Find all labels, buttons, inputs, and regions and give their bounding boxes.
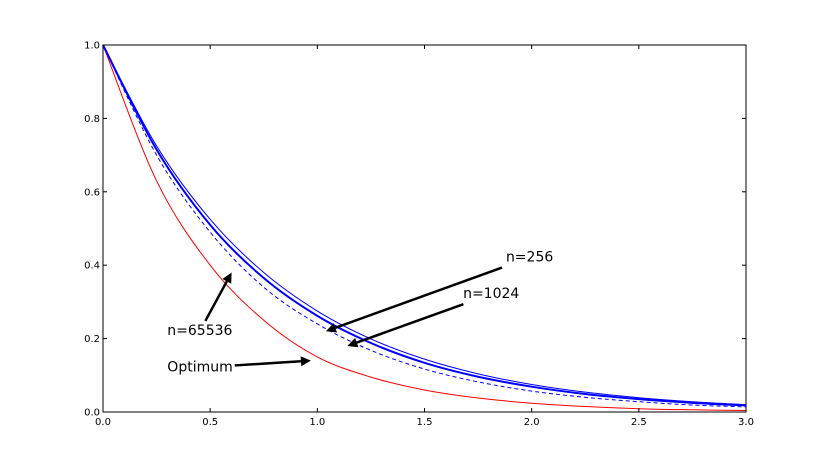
y-tick-label: 1.0 xyxy=(84,41,100,52)
tick-group: 0.0 0.5 1.0 1.5 2.0 2.5 3.0 0.0 0.2 0.4 0.6 0.8 1.0 xyxy=(84,41,754,429)
annotation-label-2: n=65536 xyxy=(167,323,232,339)
x-tick-label: 0.0 xyxy=(95,417,111,428)
annotation-arrow-shaft-2 xyxy=(204,280,228,322)
annotation-label-3: Optimum xyxy=(167,360,232,376)
y-tick-label: 0.8 xyxy=(84,114,100,125)
y-tick-label: 0.6 xyxy=(84,187,100,198)
x-tick-label: 2.5 xyxy=(631,417,647,428)
series-line-0 xyxy=(102,44,747,412)
x-tick-label: 3.0 xyxy=(738,417,754,428)
series-group xyxy=(102,44,747,412)
x-tick-label: 0.5 xyxy=(202,417,218,428)
series-line-2 xyxy=(102,44,747,407)
annotation-arrow-head-0 xyxy=(325,323,338,333)
series-line-3 xyxy=(102,44,747,406)
annotation-arrow-shaft-3 xyxy=(234,360,302,367)
annotation-label-0: n=256 xyxy=(506,250,553,266)
annotation-arrow-head-1 xyxy=(347,337,359,348)
annotation-label-1: n=1024 xyxy=(463,286,519,302)
annotation-arrow-shaft-1 xyxy=(356,303,464,344)
annotation-group: n=256 n=1024 n=65536 Optimum xyxy=(167,250,553,376)
y-tick-label: 0.0 xyxy=(84,408,100,419)
y-tick-label: 0.2 xyxy=(84,334,100,345)
plot-area xyxy=(102,44,747,413)
annotation-arrow-shaft-0 xyxy=(334,266,503,330)
x-tick-label: 2.0 xyxy=(524,417,540,428)
y-tick-label: 0.4 xyxy=(84,261,100,272)
x-tick-label: 1.5 xyxy=(417,417,433,428)
series-line-1 xyxy=(102,44,747,408)
x-tick-label: 1.0 xyxy=(309,417,325,428)
annotation-arrow-head-2 xyxy=(222,272,232,284)
annotation-arrow-head-3 xyxy=(300,356,311,367)
